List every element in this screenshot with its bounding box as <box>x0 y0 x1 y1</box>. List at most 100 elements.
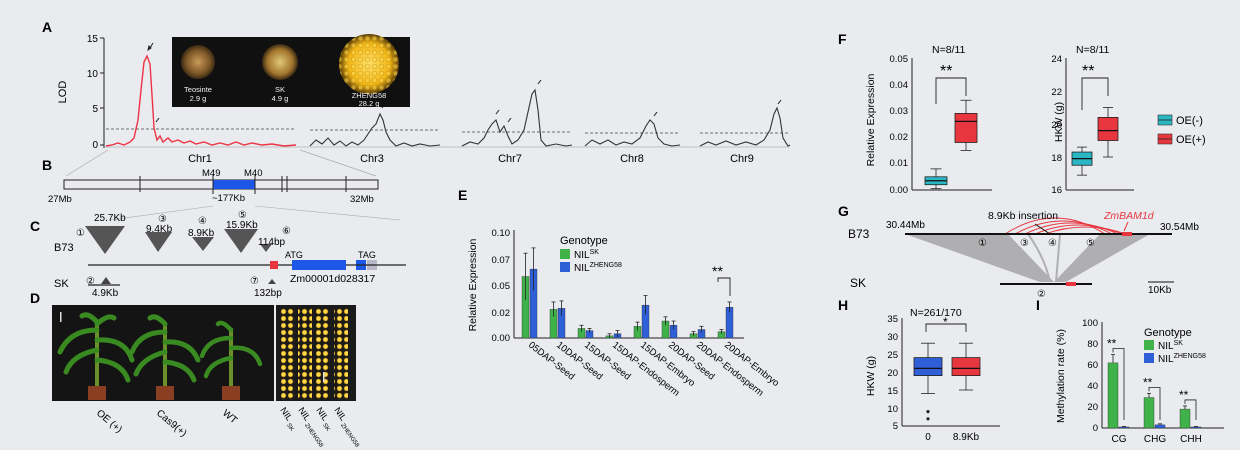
plant-label: Cas9(+) <box>154 408 189 439</box>
panel-e-letter: E <box>458 187 467 203</box>
svg-text:SK: SK <box>321 423 331 433</box>
photo-name: Teosinte <box>184 85 212 94</box>
site-number: ② <box>86 276 95 287</box>
panel-f-left-ytick: 0.02 <box>890 132 909 143</box>
significance-mark: ** <box>712 263 723 279</box>
insertion-size: 8.9Kb <box>188 228 215 239</box>
photo-name: SK <box>275 85 285 94</box>
plant-wt <box>199 320 263 400</box>
panel-i-significance: ** ** ** <box>1107 337 1189 402</box>
segment-left-end: 27Mb <box>48 194 72 205</box>
panel-e-ytick: 0.00 <box>492 333 511 344</box>
panel-h-ytick: 30 <box>887 332 898 343</box>
g-right-coord: 30.54Mb <box>1160 222 1199 233</box>
panel-b: B 27Mb 32Mb M49 M40 ~177Kb <box>42 157 401 221</box>
panel-i-ytick: 20 <box>1087 402 1098 413</box>
peak-arrow <box>155 117 160 123</box>
zoom-guide <box>109 205 214 221</box>
panel-a-ytick: 5 <box>92 104 98 115</box>
legend-swatch-nil-sk <box>560 249 570 259</box>
marker-m40: M40 <box>244 168 262 179</box>
panel-h: H HKW (g) 35 30 25 20 15 10 5 N=261/170 … <box>838 297 1000 443</box>
g-site-number: ① <box>978 238 987 249</box>
significance-bracket <box>717 277 731 296</box>
plant-cas9 <box>129 314 201 400</box>
legend-label: NILSK <box>574 249 599 261</box>
insertion-size: 15.9Kb <box>226 220 258 231</box>
plant-oe <box>57 312 135 400</box>
lod-curve-chr7 <box>461 88 573 147</box>
panel-b-letter: B <box>42 157 52 173</box>
marker-m49: M49 <box>202 168 220 179</box>
panel-a: A LOD 15 10 5 0 <box>42 19 791 165</box>
panel-e-ytick: 0.05 <box>492 281 511 292</box>
svg-text:NIL: NIL <box>278 405 294 422</box>
photo-weight: 28.2 g <box>359 99 380 108</box>
photo-weight: 2.9 g <box>190 94 207 103</box>
site-number: ⑦ <box>250 276 259 287</box>
panel-i-ytick: 100 <box>1082 318 1098 329</box>
panel-f-left-boxes <box>924 99 978 190</box>
panel-d-letter: D <box>30 290 40 306</box>
box-outlier <box>926 410 930 414</box>
zoom-guide <box>254 205 401 221</box>
panel-i-letter: I <box>1036 297 1040 313</box>
chromosome-label: Chr8 <box>620 153 644 165</box>
panel-f-left-ytick: 0.04 <box>890 80 909 91</box>
gene-exon-1 <box>292 260 346 270</box>
box-body <box>951 357 981 377</box>
panel-a-ytick: 15 <box>87 34 99 45</box>
legend-title: Genotype <box>560 235 608 247</box>
panel-e-ytick: 0.07 <box>492 255 511 266</box>
panel-d: D OE (+) Cas9(+) WT <box>30 290 360 450</box>
bar-nil-zheng58 <box>1118 426 1130 429</box>
legend-swatch-nil-sk <box>1144 340 1154 350</box>
sk-label: SK <box>54 278 69 290</box>
teosinte-grains-image <box>181 45 215 79</box>
interval-size: ~177Kb <box>212 193 245 204</box>
svg-text:ZHENG58: ZHENG58 <box>339 423 360 450</box>
panel-i-bars <box>1107 348 1202 429</box>
chromosome-label: Chr9 <box>730 153 754 165</box>
bar-nil-sk <box>1179 408 1191 429</box>
chromosome-label: Chr7 <box>498 153 522 165</box>
panel-f-left-ytick: 0.01 <box>890 158 909 169</box>
site-number: ③ <box>158 214 167 225</box>
peak-arrow <box>507 117 512 123</box>
panel-h-ytick: 25 <box>887 350 898 361</box>
kernel-label: NIL SK <box>278 405 294 432</box>
site-number: ④ <box>198 216 207 227</box>
kernel-scale-bar <box>323 372 325 382</box>
interaction-loop <box>1024 222 1119 235</box>
insertion-triangle-4 <box>192 237 214 251</box>
legend-swatch-nil-zheng58 <box>560 262 570 272</box>
svg-text:NIL: NIL <box>314 405 330 422</box>
g-gene-mark <box>1122 232 1132 236</box>
panel-f: F Relative Expression 0.05 0.04 0.03 0.0… <box>838 31 1206 196</box>
insertion-size: 114bp <box>258 237 286 248</box>
g-sk-label: SK <box>850 276 866 290</box>
svg-text:ZHENG58: ZHENG58 <box>303 423 324 450</box>
svg-text:NIL: NIL <box>332 405 348 422</box>
panel-i-ylabel: Methylation rate (%) <box>1055 329 1067 423</box>
box-outlier <box>926 417 930 421</box>
significance-bracket <box>1112 348 1125 420</box>
significance-bracket <box>1148 386 1161 420</box>
panel-h-ytick: 10 <box>887 404 898 415</box>
kernel-column <box>281 308 295 400</box>
panel-i-ytick: 60 <box>1087 360 1098 371</box>
panel-f-letter: F <box>838 31 847 47</box>
synteny-ribbon-right <box>1054 234 1150 282</box>
panel-h-ytick: 35 <box>887 314 898 325</box>
panel-h-n: N=261/170 <box>910 307 962 319</box>
legend-label: NILZHENG58 <box>1158 353 1206 365</box>
box-body <box>913 357 943 377</box>
significance-bracket <box>1081 77 1109 110</box>
significance-bracket <box>935 77 967 104</box>
site-number: ① <box>76 228 85 239</box>
panel-f-right-boxes <box>1071 107 1119 176</box>
significance-mark: ** <box>1082 63 1094 80</box>
category-label: CHG <box>1144 434 1166 445</box>
insertion-triangle-5 <box>224 229 258 253</box>
